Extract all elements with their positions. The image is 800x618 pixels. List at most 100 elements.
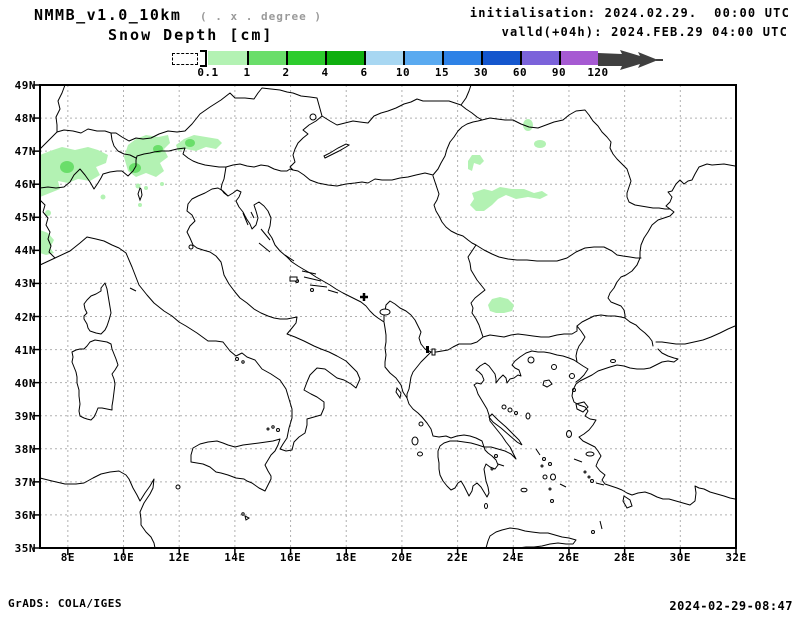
lat-label-39N: 39N (14, 409, 36, 423)
border-ussr-romania-prut-danube (481, 109, 671, 210)
colorbar-segment-10 (403, 51, 442, 65)
lon-label-22E: 22E (446, 551, 469, 564)
colorbar-threshold-label: 10 (395, 66, 411, 79)
lakes-and-markers (137, 113, 436, 356)
border-italy-yugoslavia (220, 166, 229, 197)
border-yugoslavia-romania (432, 175, 477, 246)
coastline-sardinia (71, 339, 119, 421)
lake-ohrid-filled (426, 346, 429, 353)
map-canvas (33, 84, 737, 555)
lon-label-32E: 32E (725, 551, 747, 564)
snow-dot (100, 194, 106, 200)
border-rhine-swiss (39, 84, 66, 150)
colorbar-segment-30 (481, 51, 520, 65)
po-delta-lagoon (188, 244, 194, 250)
border-yugoslavia-bulgaria (467, 244, 486, 338)
snow-patch-eastern-alps (176, 135, 222, 151)
initialisation-time: initialisation: 2024.02.29. 00:00 UTC (469, 6, 790, 20)
snow-dot (138, 203, 142, 207)
lon-label-12E: 12E (168, 551, 190, 564)
lon-label-14E: 14E (224, 551, 246, 564)
lon-label-10E: 10E (112, 551, 135, 564)
lat-label-37N: 37N (14, 475, 36, 489)
field-title: Snow Depth [cm] (108, 26, 274, 44)
colorbar-threshold-label: 90 (551, 66, 567, 79)
colorbar-segment-1 (247, 51, 286, 65)
station-cross-marker (360, 293, 368, 301)
border-czechoslovakia-ussr (460, 84, 472, 106)
coastline-crete (485, 527, 577, 549)
colorbar-threshold-label: 60 (512, 66, 528, 79)
lat-label-49N: 49N (14, 79, 36, 92)
coastlines (39, 163, 736, 549)
colorbar-open-bracket (200, 50, 207, 67)
border-france-italy (39, 199, 56, 259)
snow-patch-darker-valais (60, 161, 74, 173)
coastline-peloponnese (437, 440, 499, 498)
lat-label-47N: 47N (14, 145, 36, 159)
colorbar-segment-2 (286, 51, 325, 65)
snow-dot (135, 183, 141, 189)
border-greece-albania (406, 351, 432, 399)
colorbar-segment-4 (325, 51, 364, 65)
coastline-black-sea-turkey (655, 325, 736, 345)
lat-label-44N: 44N (14, 244, 36, 258)
coastline-north-africa (39, 470, 156, 549)
border-yugoslavia-albania (383, 300, 432, 353)
colorbar-segment-60 (520, 51, 559, 65)
lat-label-48N: 48N (14, 112, 36, 126)
lake-neusiedl (309, 113, 317, 121)
lat-label-46N: 46N (14, 178, 36, 192)
border-austria-hungary-yugoslavia (289, 115, 434, 187)
snow-dot (45, 210, 51, 216)
valid-time: valld(+04h): 2024.FEB.29 04:00 UTC (501, 25, 788, 39)
grads-credit: GrADS: COLA/IGES (8, 597, 122, 610)
lon-label-24E: 24E (502, 551, 524, 564)
colorbar-legend: 0.1 1 2 4 6 10 15 30 60 90 120 (0, 0, 800, 80)
colorbar-threshold-label: 30 (473, 66, 489, 79)
model-resolution-note: ( . x . degree ) (200, 10, 322, 23)
colorbar-threshold-label: 15 (434, 66, 450, 79)
lat-lon-gridlines (40, 85, 736, 548)
border-greece-bulgaria (482, 325, 578, 338)
lat-label-45N: 45N (14, 211, 36, 225)
coastline-italy-adriatic-west-greece (39, 187, 485, 452)
lake-balaton (323, 143, 351, 159)
colorbar-threshold-label: 4 (321, 66, 329, 79)
snow-dot (144, 186, 148, 190)
border-hungary-romania (432, 119, 483, 176)
colorbar-below-min-box (172, 53, 198, 65)
coastline-corsica (83, 282, 112, 335)
colorbar-segment-6 (364, 51, 403, 65)
colorbar-threshold-label: 1 (243, 66, 251, 79)
border-yugoslavia-greece (430, 336, 484, 353)
lake-skadar (379, 308, 391, 316)
model-title: NMMB_v1.0_10km (34, 6, 182, 24)
coastline-marmara-aegean-turkey (571, 348, 736, 506)
lake-garda (137, 187, 143, 202)
lat-label-41N: 41N (14, 343, 36, 357)
colorbar-segment-0.1 (208, 51, 247, 65)
coastline-sicily (190, 438, 281, 492)
country-borders (39, 84, 671, 399)
axis-ticks (33, 84, 737, 555)
colorbar-threshold-label: 2 (282, 66, 290, 79)
snow-patch-sw-alps-edge (40, 230, 54, 255)
colorbar-segment-15 (442, 51, 481, 65)
lat-label-43N: 43N (14, 277, 36, 291)
lon-label-26E: 26E (558, 551, 580, 564)
lon-label-16E: 16E (279, 551, 302, 564)
colorbar-threshold-label: 6 (360, 66, 368, 79)
lon-label-20E: 20E (391, 551, 413, 564)
border-greece-turkey (575, 325, 586, 363)
small-islands (129, 211, 633, 534)
coastline-attica-aegean-north (473, 350, 578, 460)
small-lake-bosnia (289, 276, 298, 282)
colorbar-threshold-label: 0.1 (197, 66, 219, 79)
snow-patch-southern-carpathians (470, 187, 548, 211)
snow-patch-apuseni (468, 155, 484, 171)
border-romania-bulgaria-danube (475, 244, 642, 262)
lon-label-18E: 18E (335, 551, 357, 564)
lon-label-28E: 28E (613, 551, 636, 564)
